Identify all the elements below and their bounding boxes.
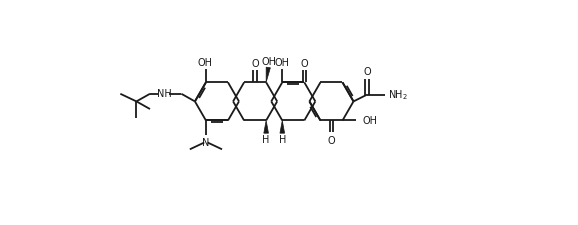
- Text: OH: OH: [363, 116, 378, 126]
- Text: NH$_2$: NH$_2$: [388, 88, 407, 102]
- Text: NH: NH: [157, 89, 172, 99]
- Text: OH: OH: [262, 56, 277, 66]
- Text: O: O: [251, 58, 259, 69]
- Text: H: H: [262, 135, 270, 144]
- Text: O: O: [301, 58, 308, 69]
- Text: O: O: [328, 135, 335, 145]
- Text: O: O: [363, 67, 371, 77]
- Polygon shape: [280, 121, 284, 134]
- Text: H: H: [279, 135, 286, 144]
- Text: N: N: [202, 137, 210, 147]
- Text: OH: OH: [275, 58, 290, 68]
- Text: OH: OH: [198, 58, 213, 68]
- Polygon shape: [266, 68, 271, 83]
- Polygon shape: [264, 121, 268, 134]
